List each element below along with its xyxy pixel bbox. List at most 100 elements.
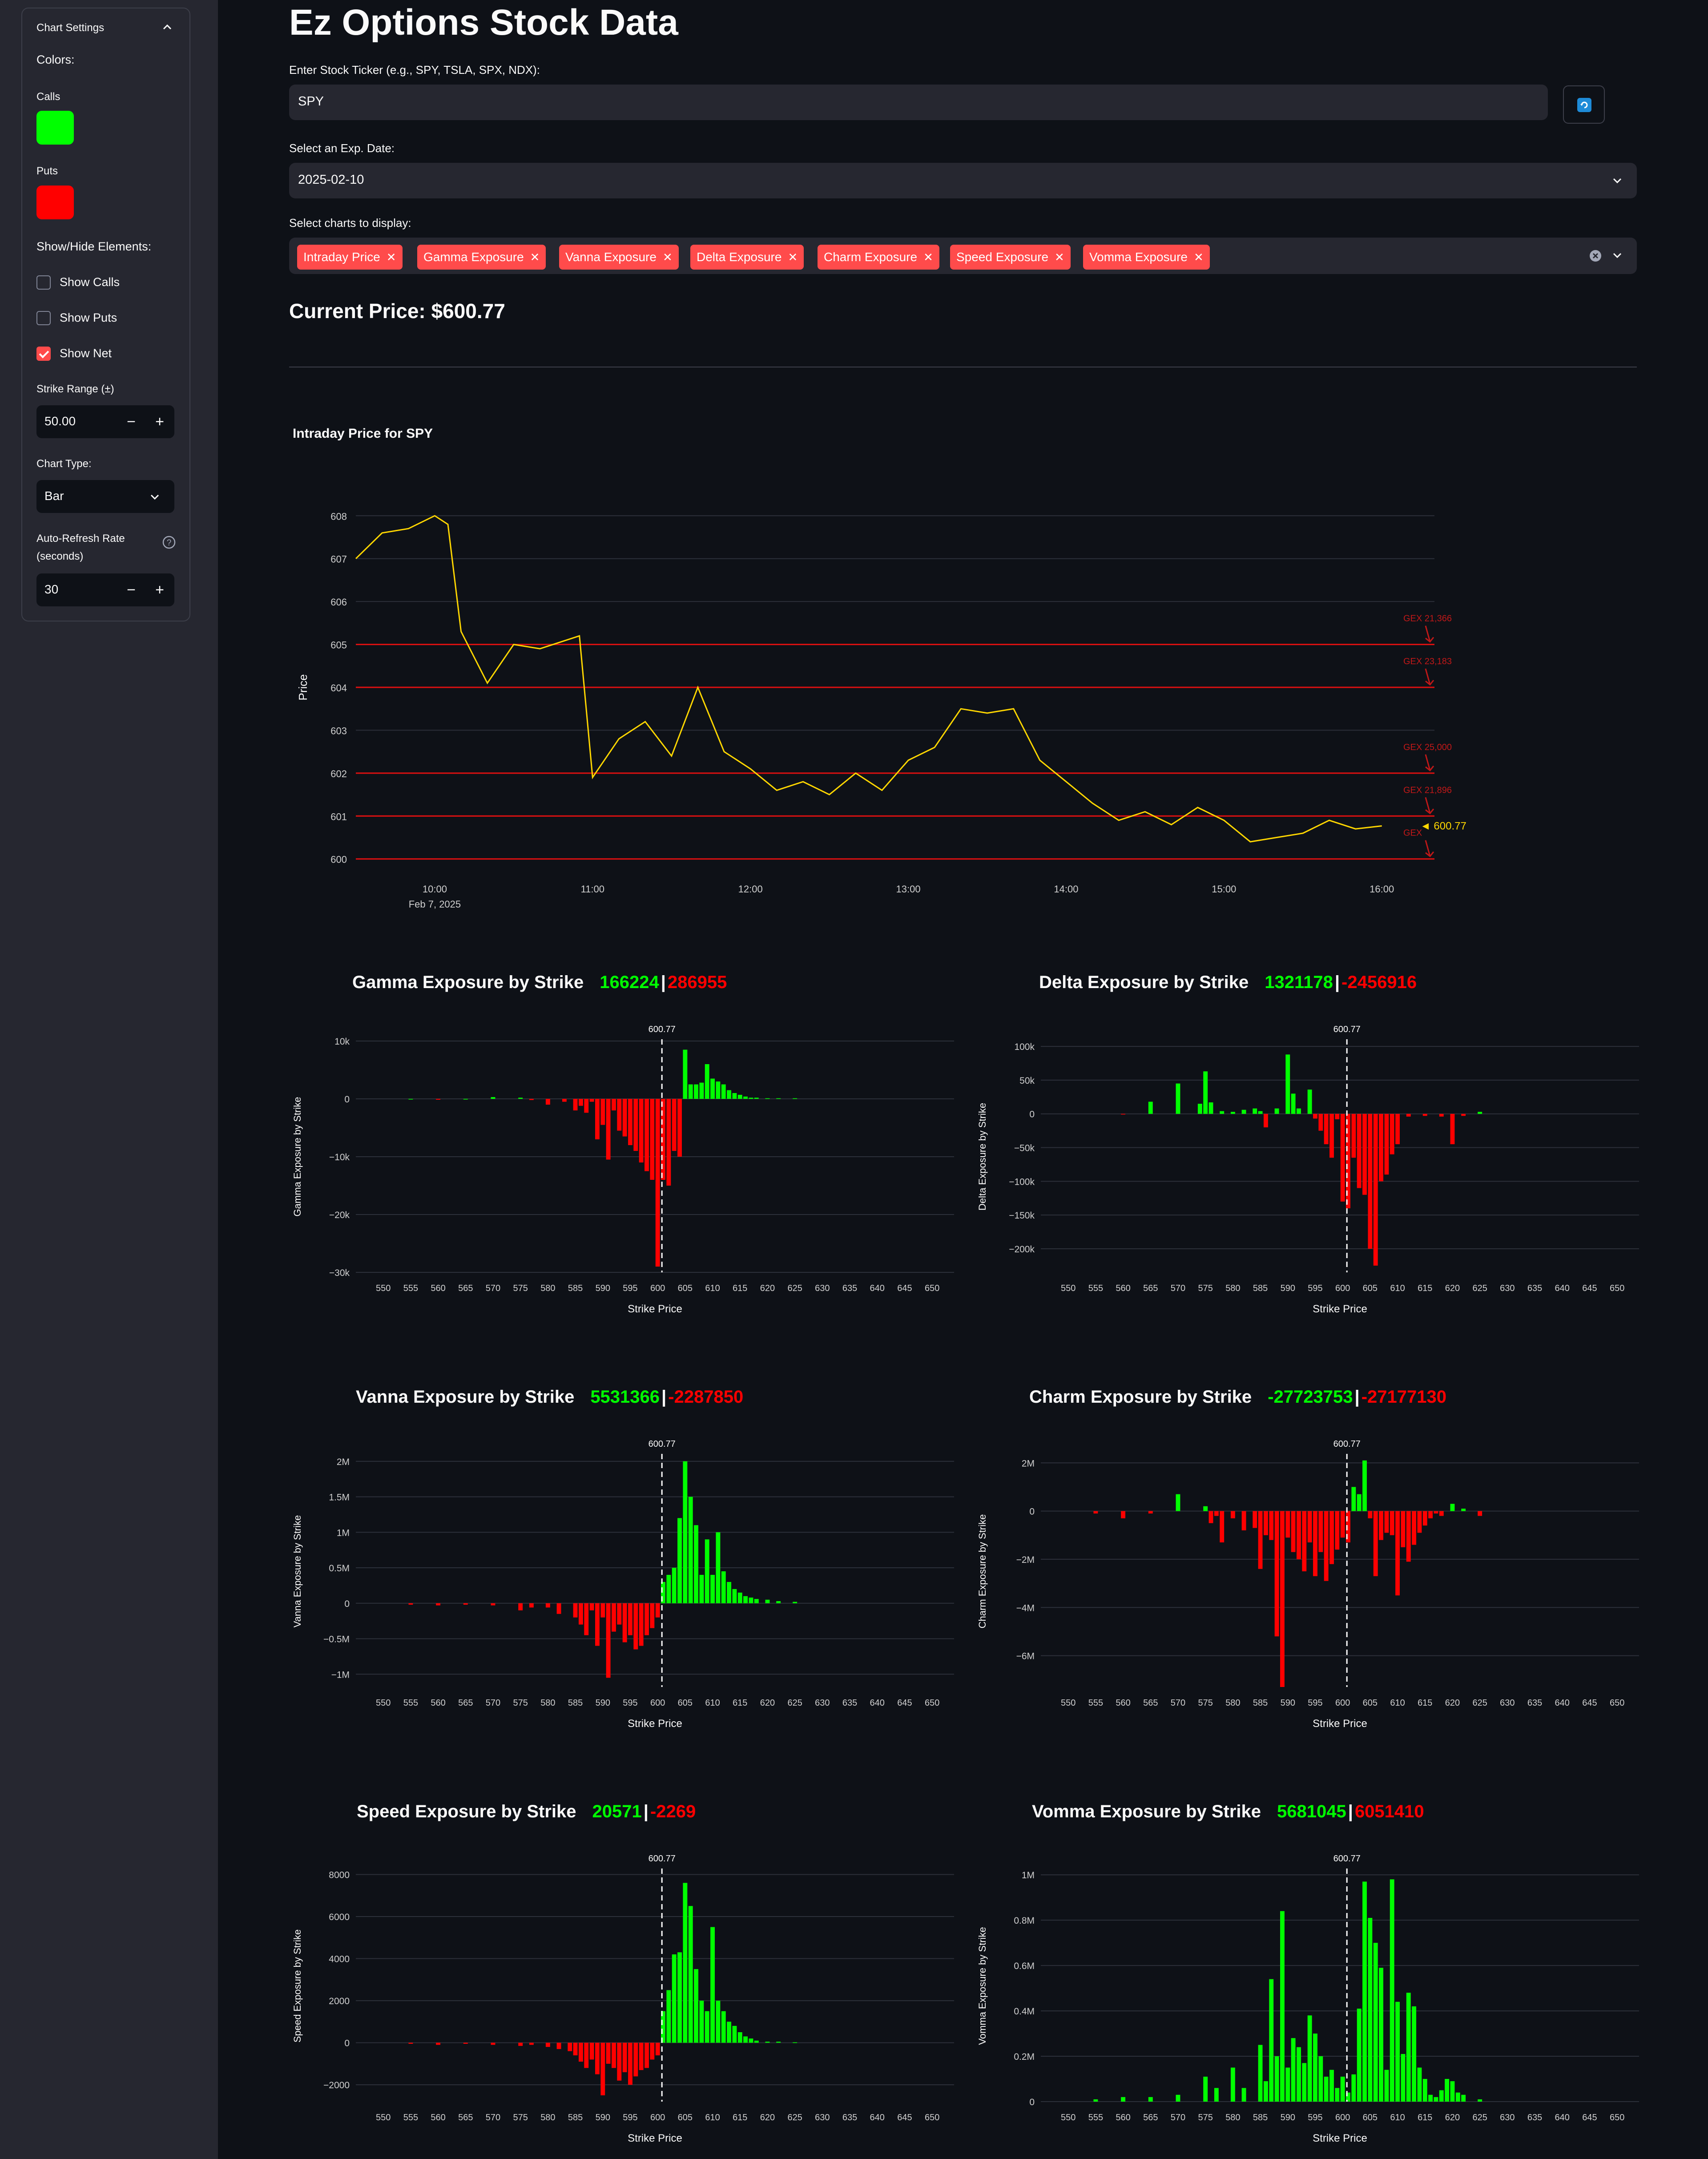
current-price-marker-label: 600.77 <box>649 1854 676 1864</box>
chart-type-value[interactable]: Bar <box>44 489 64 503</box>
refresh-button[interactable] <box>1563 85 1605 124</box>
chevron-down-icon[interactable] <box>1611 174 1623 189</box>
remove-tag-icon[interactable]: ✕ <box>530 250 540 264</box>
strike-range-increment-button[interactable]: + <box>155 413 164 430</box>
show-puts-label[interactable]: Show Puts <box>60 311 117 324</box>
x-tick-label: 565 <box>1143 1283 1158 1293</box>
bar <box>617 2042 622 2081</box>
intraday-price-chart[interactable]: 600 601 602 603 604 605 606 607 608 10:00 11:00 12:… <box>289 480 1490 925</box>
strike-range-input[interactable]: 50.00 − + <box>36 405 174 438</box>
strike-range-value[interactable]: 50.00 <box>44 414 76 428</box>
refresh-rate-value[interactable]: 30 <box>44 582 59 596</box>
exp-date-label: Select an Exp. Date: <box>289 141 395 155</box>
bar <box>463 2042 468 2044</box>
show-calls-label[interactable]: Show Calls <box>60 275 120 289</box>
bar <box>793 1098 798 1099</box>
bar <box>1384 1114 1389 1175</box>
bar <box>628 1099 632 1145</box>
ticker-value[interactable]: SPY <box>298 94 324 109</box>
ticker-input[interactable]: SPY <box>289 85 1548 120</box>
bar <box>1263 1511 1268 1535</box>
vomma-exposure-chart[interactable]: 1M 0.8M 0.6M 0.4M 0.2M 0 550 555 560 565 570 575 580… <box>974 1844 1641 2155</box>
x-axis-title: Strike Price <box>1313 2132 1367 2144</box>
y-tick-label: 4000 <box>329 1954 350 1965</box>
clear-all-icon[interactable] <box>1589 249 1602 265</box>
chart-tag-vomma[interactable]: Vomma Exposure ✕ <box>1083 245 1210 270</box>
x-tick-label: 555 <box>403 1283 418 1293</box>
tag-label: Intraday Price <box>303 250 380 264</box>
chart-tag-delta[interactable]: Delta Exposure ✕ <box>690 245 804 270</box>
y-tick-label: −2000 <box>323 2080 350 2090</box>
exp-date-value[interactable]: 2025-02-10 <box>298 173 364 187</box>
exp-date-select[interactable]: 2025-02-10 <box>289 163 1637 198</box>
x-tick-label: 560 <box>1116 1283 1130 1293</box>
bar <box>1351 1114 1356 1158</box>
remove-tag-icon[interactable]: ✕ <box>386 250 396 264</box>
refresh-rate-increment-button[interactable]: + <box>155 581 164 598</box>
chevron-down-icon[interactable] <box>1611 249 1623 264</box>
bar <box>743 1096 748 1099</box>
bar <box>1318 1511 1323 1552</box>
bar <box>1302 1511 1307 1571</box>
bar <box>1280 1511 1285 1687</box>
vanna-exposure-chart[interactable]: 2M 1.5M 1M 0.5M 0 −0.5M −1M 550 555 560 565 570 575 5… <box>289 1429 956 1740</box>
bar <box>1313 2034 1317 2102</box>
bar <box>622 2042 627 2072</box>
bar <box>573 1099 578 1110</box>
refresh-rate-input[interactable]: 30 − + <box>36 573 174 606</box>
remove-tag-icon[interactable]: ✕ <box>923 250 933 264</box>
x-tick-label: 555 <box>403 2113 418 2123</box>
chart-tag-speed[interactable]: Speed Exposure ✕ <box>950 245 1071 270</box>
remove-tag-icon[interactable]: ✕ <box>788 250 798 264</box>
help-icon[interactable]: ? <box>162 535 176 552</box>
delta-title-text: Delta Exposure by Strike <box>1039 973 1249 992</box>
bar <box>1313 1511 1317 1576</box>
strike-range-decrement-button[interactable]: − <box>127 413 136 430</box>
bar <box>1203 1071 1208 1114</box>
bar <box>589 1603 594 1610</box>
calls-color-picker[interactable] <box>36 111 74 145</box>
show-net-checkbox[interactable] <box>36 347 51 361</box>
x-tick-label: 570 <box>486 2113 500 2123</box>
bar <box>710 1574 715 1603</box>
remove-tag-icon[interactable]: ✕ <box>1055 250 1064 264</box>
bar <box>1220 1111 1225 1114</box>
x-tick-label: 580 <box>540 2113 555 2123</box>
bar <box>545 1099 550 1105</box>
chart-tag-intraday[interactable]: Intraday Price ✕ <box>297 245 403 270</box>
chart-tag-gamma[interactable]: Gamma Exposure ✕ <box>417 245 546 270</box>
chart-tag-charm[interactable]: Charm Exposure ✕ <box>818 245 939 270</box>
delta-exposure-chart[interactable]: 100k 50k 0 −50k −100k −150k −200k 550 555 560 565 5… <box>974 1014 1641 1326</box>
svg-text:?: ? <box>167 538 172 548</box>
show-puts-checkbox[interactable] <box>36 311 51 325</box>
charm-exposure-chart[interactable]: 2M 0 −2M −4M −6M 550 555 560 565 570 575 580 585 590 5… <box>974 1429 1641 1740</box>
remove-tag-icon[interactable]: ✕ <box>662 250 673 264</box>
bar <box>1318 2056 1323 2102</box>
bar <box>1373 1511 1378 1576</box>
bar <box>1368 1114 1373 1249</box>
chart-type-select[interactable]: Bar <box>36 480 174 513</box>
y-axis-title: Price <box>296 674 310 700</box>
chart-tag-vanna[interactable]: Vanna Exposure ✕ <box>559 245 679 270</box>
vanna-title-text: Vanna Exposure by Strike <box>356 1387 575 1407</box>
bar <box>622 1603 627 1642</box>
speed-exposure-chart[interactable]: 8000 6000 4000 2000 0 −2000 550 555 560 565 570 575… <box>289 1844 956 2155</box>
bar <box>1434 2097 1438 2102</box>
x-tick-label: 570 <box>1171 1283 1185 1293</box>
show-net-label[interactable]: Show Net <box>60 347 112 360</box>
x-date-label: Feb 7, 2025 <box>409 899 461 910</box>
x-tick-label: 595 <box>623 1283 637 1293</box>
show-calls-checkbox[interactable] <box>36 275 51 290</box>
bar <box>1263 1114 1268 1128</box>
chevron-up-icon[interactable] <box>161 21 173 33</box>
refresh-rate-decrement-button[interactable]: − <box>127 581 136 598</box>
chart-settings-header[interactable]: Chart Settings <box>36 22 105 34</box>
gamma-exposure-chart[interactable]: 10k 0 −10k −20k −30k 550 555 560 565 570 575 580 585… <box>289 1014 956 1326</box>
remove-tag-icon[interactable]: ✕ <box>1194 250 1204 264</box>
calls-color-label: Calls <box>36 91 60 103</box>
refresh-rate-label: Auto-Refresh Rate <box>36 533 125 545</box>
bar <box>1269 1511 1274 1540</box>
chevron-down-icon[interactable] <box>149 491 161 505</box>
x-tick-label: 620 <box>1445 2113 1460 2123</box>
puts-color-picker[interactable] <box>36 186 74 219</box>
